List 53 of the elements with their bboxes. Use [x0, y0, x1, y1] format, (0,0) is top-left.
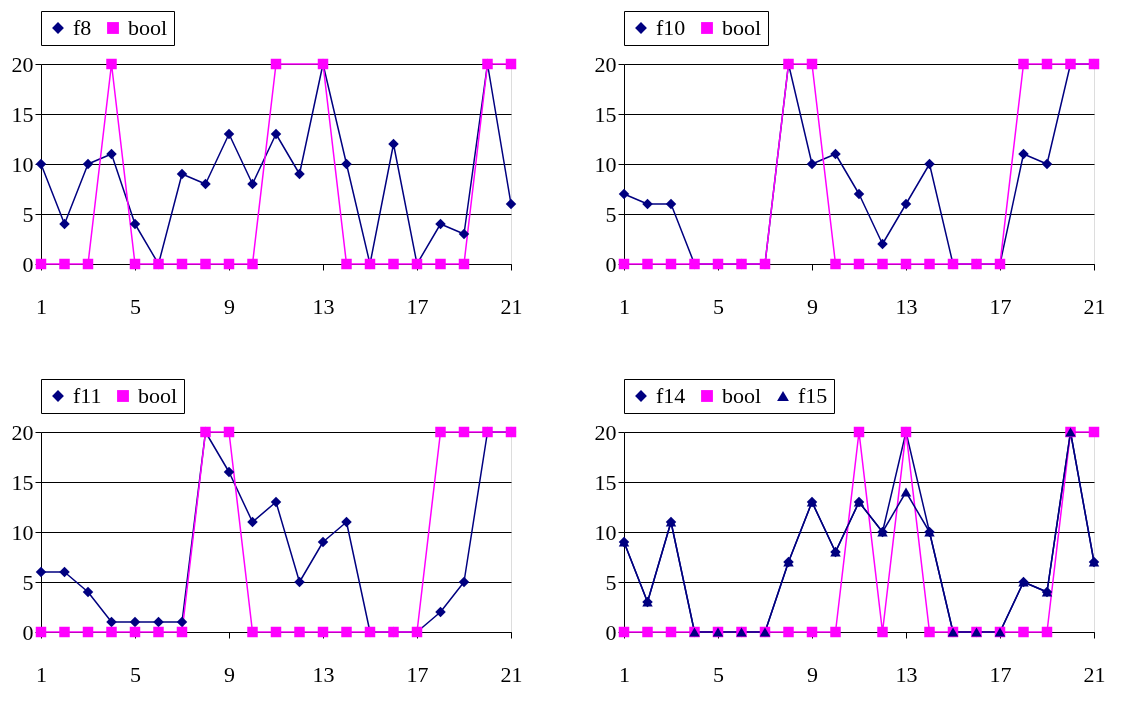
- x-tick-label: 17: [406, 293, 429, 319]
- x-tick-label: 17: [406, 661, 429, 687]
- y-tick-label: 20: [594, 51, 617, 77]
- y-tick-label: 0: [605, 619, 617, 645]
- x-tick-label: 1: [36, 661, 47, 687]
- y-tick-label: 10: [11, 519, 34, 545]
- x-tick-label: 1: [619, 293, 630, 319]
- x-tick-label: 9: [224, 661, 235, 687]
- x-tick-label: 13: [312, 293, 335, 319]
- legend-label: bool: [722, 15, 762, 40]
- x-tick-label: 13: [312, 661, 335, 687]
- x-tick-label: 17: [989, 661, 1012, 687]
- x-tick-label: 13: [895, 293, 918, 319]
- y-tick-label: 5: [605, 201, 617, 227]
- y-tick-label: 20: [11, 51, 34, 77]
- legend-label: f10: [656, 15, 686, 40]
- y-tick-label: 10: [594, 151, 617, 177]
- y-tick-label: 10: [594, 519, 617, 545]
- legend-label: f14: [656, 383, 686, 408]
- y-tick-label: 0: [605, 251, 617, 277]
- x-tick-label: 17: [989, 293, 1012, 319]
- x-tick-label: 9: [224, 293, 235, 319]
- x-tick-label: 21: [500, 661, 523, 687]
- x-tick-label: 21: [1083, 293, 1106, 319]
- x-tick-label: 1: [619, 661, 630, 687]
- legend-label: f15: [798, 383, 828, 408]
- legend-label: bool: [138, 383, 178, 408]
- x-tick-label: 21: [500, 293, 523, 319]
- x-tick-label: 13: [895, 661, 918, 687]
- x-tick-label: 21: [1083, 661, 1106, 687]
- y-tick-label: 15: [594, 469, 617, 495]
- y-tick-label: 15: [594, 101, 617, 127]
- y-tick-label: 0: [22, 619, 34, 645]
- x-tick-label: 5: [713, 293, 724, 319]
- x-tick-label: 1: [36, 293, 47, 319]
- x-tick-label: 5: [130, 293, 141, 319]
- y-tick-label: 15: [11, 469, 34, 495]
- legend-label: f8: [73, 15, 92, 40]
- y-tick-label: 5: [22, 569, 34, 595]
- y-tick-label: 20: [594, 419, 617, 445]
- y-tick-label: 10: [11, 151, 34, 177]
- y-tick-label: 5: [605, 569, 617, 595]
- legend-label: bool: [722, 383, 762, 408]
- y-tick-label: 15: [11, 101, 34, 127]
- x-tick-label: 9: [807, 293, 818, 319]
- legend-label: bool: [128, 15, 168, 40]
- x-tick-label: 5: [130, 661, 141, 687]
- y-tick-label: 5: [22, 201, 34, 227]
- legend-label: f11: [73, 383, 102, 408]
- y-tick-label: 20: [11, 419, 34, 445]
- x-tick-label: 5: [713, 661, 724, 687]
- x-tick-label: 9: [807, 661, 818, 687]
- y-tick-label: 0: [22, 251, 34, 277]
